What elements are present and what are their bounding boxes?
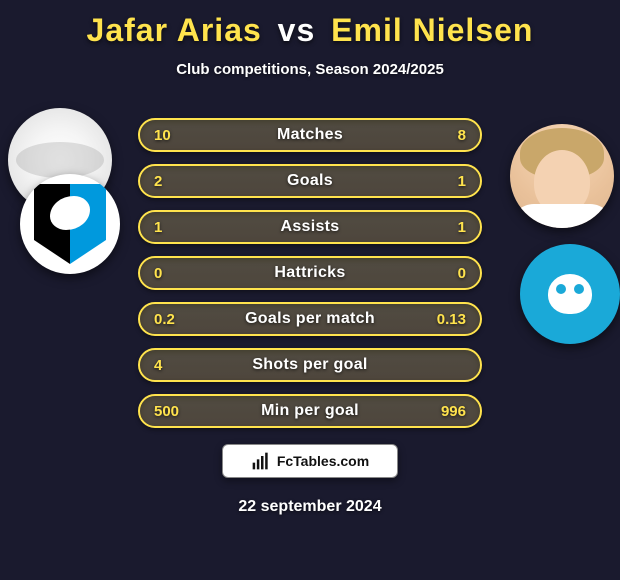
comparison-card: Jafar Arias vs Emil Nielsen Club competi… bbox=[0, 0, 620, 580]
page-title: Jafar Arias vs Emil Nielsen bbox=[0, 12, 620, 49]
stat-label: Assists bbox=[140, 212, 480, 242]
stat-bar: 21Goals bbox=[138, 164, 482, 198]
vs-text: vs bbox=[278, 12, 316, 48]
snapshot-date: 22 september 2024 bbox=[0, 498, 620, 516]
player2-club-crest bbox=[520, 244, 620, 344]
crest-owl-icon bbox=[548, 274, 592, 314]
brand-text: FcTables.com bbox=[277, 453, 369, 469]
stat-bar: 500996Min per goal bbox=[138, 394, 482, 428]
player1-name: Jafar Arias bbox=[87, 12, 262, 48]
stat-label: Shots per goal bbox=[140, 350, 480, 380]
stat-label: Hattricks bbox=[140, 258, 480, 288]
stat-label: Min per goal bbox=[140, 396, 480, 426]
stats-bars: 108Matches 21Goals 11Assists 00Hattricks 0.2… bbox=[138, 118, 482, 440]
stat-bar: 00Hattricks bbox=[138, 256, 482, 290]
stat-bar: 11Assists bbox=[138, 210, 482, 244]
stat-label: Goals bbox=[140, 166, 480, 196]
stat-bar: 4Shots per goal bbox=[138, 348, 482, 382]
stat-bar: 0.20.13Goals per match bbox=[138, 302, 482, 336]
avatar-shirt bbox=[510, 204, 614, 228]
chart-icon bbox=[251, 451, 271, 471]
stat-label: Matches bbox=[140, 120, 480, 150]
subtitle: Club competitions, Season 2024/2025 bbox=[0, 61, 620, 78]
player2-avatar bbox=[510, 124, 614, 228]
player1-club-crest bbox=[20, 174, 120, 274]
brand-badge[interactable]: FcTables.com bbox=[222, 444, 398, 478]
stat-label: Goals per match bbox=[140, 304, 480, 334]
player2-name: Emil Nielsen bbox=[331, 12, 533, 48]
stat-bar: 108Matches bbox=[138, 118, 482, 152]
